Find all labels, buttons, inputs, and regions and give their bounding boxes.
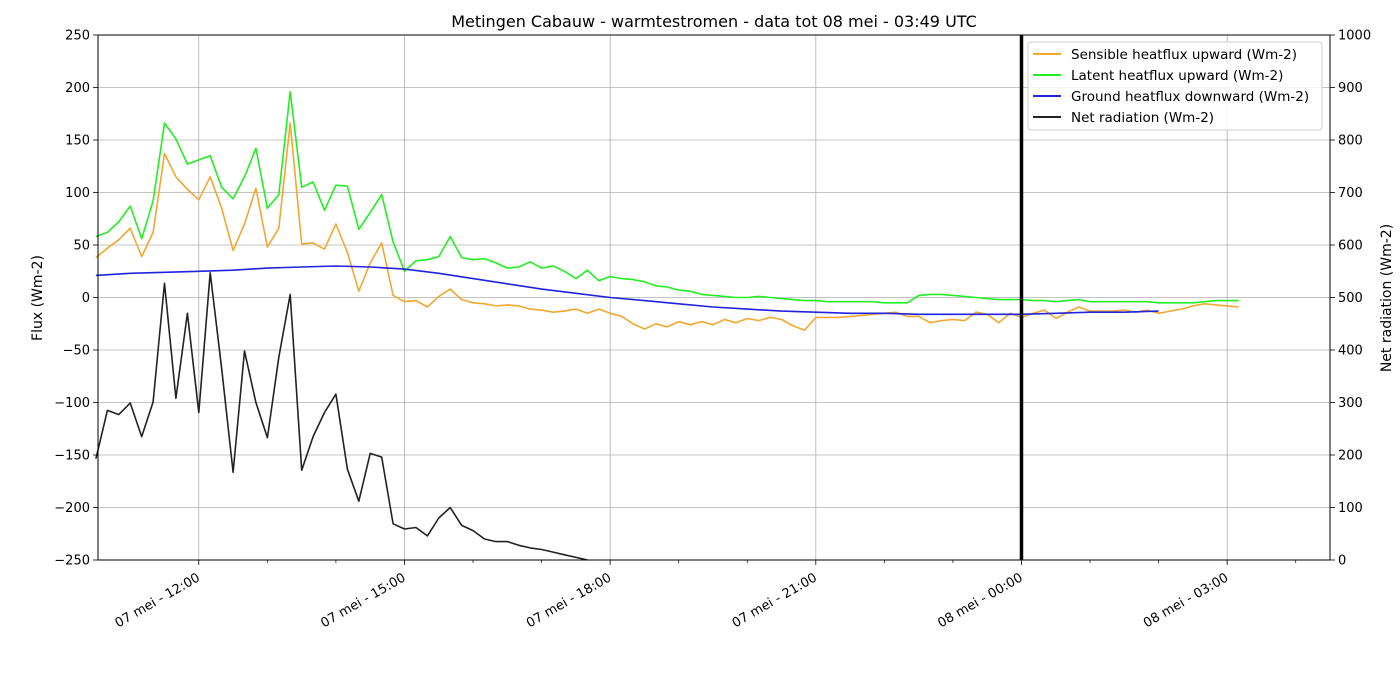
- legend: Sensible heatflux upward (Wm-2) Latent he…: [1027, 41, 1323, 131]
- x-tick-label: 07 mei - 21:00: [730, 570, 820, 631]
- series-line-0: [95, 122, 1239, 331]
- series-line-1: [95, 90, 1239, 304]
- chart-title: Metingen Cabauw - warmtestromen - data t…: [451, 12, 977, 31]
- y2-tick-label: 900: [1338, 81, 1363, 96]
- y-tick-label: −200: [54, 501, 90, 516]
- x-tick-label: 07 mei - 12:00: [113, 570, 203, 631]
- series-line-3: [95, 271, 588, 561]
- y2-tick-label: 0: [1338, 554, 1346, 569]
- y-tick-label: 200: [65, 81, 90, 96]
- y2-tick-label: 700: [1338, 186, 1363, 201]
- legend-box: [1027, 41, 1323, 131]
- plot-frame: [97, 34, 1331, 561]
- legend-label: Sensible heatflux upward (Wm-2): [1071, 47, 1297, 63]
- y2-tick-label: 100: [1338, 501, 1363, 516]
- y2-tick-label: 1000: [1338, 29, 1371, 44]
- y-tick-label: 50: [73, 239, 90, 254]
- y-tick-label: 100: [65, 186, 90, 201]
- y-tick-label: 250: [65, 29, 90, 44]
- x-tick-label: 08 mei - 00:00: [935, 570, 1025, 631]
- x-tick-label: 07 mei - 15:00: [318, 570, 408, 631]
- y2-tick-label: 200: [1338, 449, 1363, 464]
- y2-tick-label: 800: [1338, 134, 1363, 149]
- y-tick-label: −100: [54, 396, 90, 411]
- y-tick-label: −150: [54, 449, 90, 464]
- y2-tick-label: 300: [1338, 396, 1363, 411]
- x-tick-label: 07 mei - 18:00: [524, 570, 614, 631]
- legend-label: Net radiation (Wm-2): [1071, 110, 1214, 126]
- y-axis-label: Flux (Wm-2): [30, 255, 46, 341]
- y2-axis-label: Net radiation (Wm-2): [1379, 224, 1395, 372]
- y-tick-label: −50: [63, 344, 90, 359]
- x-tick-label: 08 mei - 03:00: [1141, 570, 1231, 631]
- legend-label: Latent heatflux upward (Wm-2): [1071, 68, 1283, 84]
- legend-label: Ground heatflux downward (Wm-2): [1071, 89, 1309, 105]
- y-tick-label: −250: [54, 554, 90, 569]
- y2-tick-label: 400: [1338, 344, 1363, 359]
- y-tick-label: 0: [82, 291, 90, 306]
- series-line-2: [95, 265, 1159, 316]
- y2-tick-label: 500: [1338, 291, 1363, 306]
- series-layer: [95, 35, 1239, 561]
- y-tick-label: 150: [65, 134, 90, 149]
- y2-tick-label: 600: [1338, 239, 1363, 254]
